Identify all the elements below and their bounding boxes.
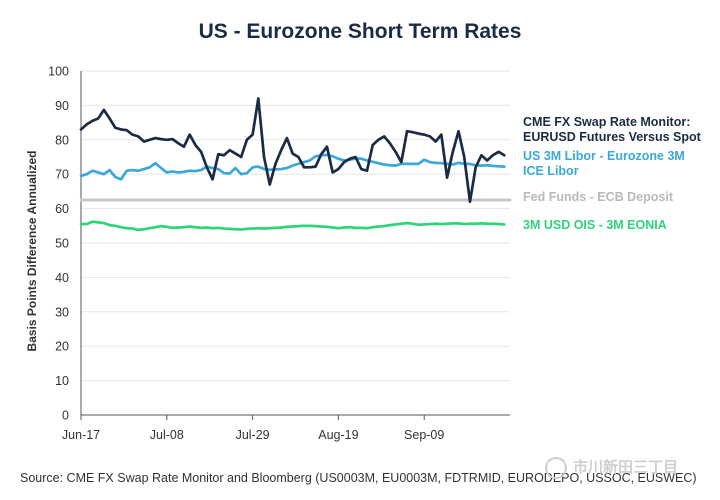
y-tick-label: 20 (55, 340, 69, 354)
watermark: 市川新田三丁目 (545, 456, 679, 480)
legend-entry: Fed Funds - ECB Deposit (523, 190, 674, 204)
x-tick-label: Jul-08 (150, 428, 184, 442)
legend-entry: US 3M Libor - Eurozone 3M ICE Libor (523, 149, 685, 178)
chart-title: US - Eurozone Short Term Rates (198, 20, 522, 43)
y-tick-label: 0 (62, 409, 69, 423)
x-tick-label: Jul-29 (236, 428, 270, 442)
x-tick-label: Aug-19 (318, 428, 358, 442)
legend-entry: 3M USD OIS - 3M EONIA (523, 218, 667, 232)
y-tick-label: 40 (55, 271, 69, 285)
y-tick-label: 30 (55, 305, 69, 319)
y-tick-label: 60 (55, 202, 69, 216)
x-tick-label: Jun-17 (62, 428, 100, 442)
series-line-1 (79, 220, 506, 232)
y-tick-label: 100 (48, 65, 69, 79)
y-tick-label: 50 (55, 237, 69, 251)
y-tick-label: 10 (55, 374, 69, 388)
legend-entry: CME FX Swap Rate Monitor: EURUSD Futures … (523, 115, 702, 144)
y-tick-label: 90 (55, 99, 69, 113)
watermark-text: 市川新田三丁目 (573, 459, 679, 476)
series-line-2 (79, 153, 506, 181)
y-axis-label: Basis Points Difference Annualized (25, 151, 39, 352)
series-line-3 (79, 97, 506, 204)
wechat-icon (545, 457, 567, 480)
y-tick-label: 80 (55, 133, 69, 147)
y-tick-label: 70 (55, 168, 69, 182)
x-tick-label: Sep-09 (404, 428, 444, 442)
source-note: Source: CME FX Swap Rate Monitor and Blo… (20, 471, 697, 485)
